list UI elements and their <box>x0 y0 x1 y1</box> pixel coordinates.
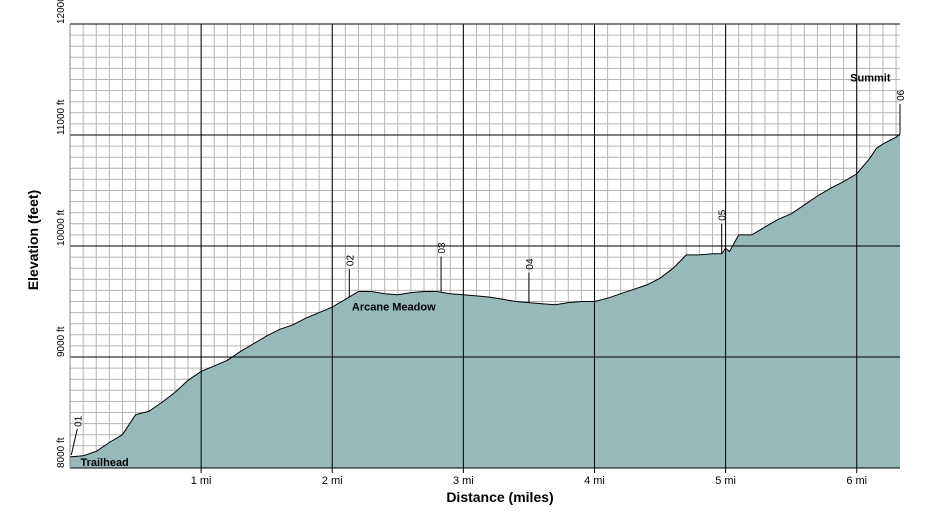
waypoint-label: 02 <box>345 254 356 266</box>
waypoint-label: 04 <box>525 258 536 270</box>
waypoint-leader <box>70 428 78 456</box>
waypoint-label: 05 <box>718 209 729 221</box>
place-label: Arcane Meadow <box>352 301 436 313</box>
waypoint-label: 06 <box>896 89 907 101</box>
y-axis-ticks: 8000 ft 9000 ft 10000 ft 11000 ft 12000 ft <box>56 0 67 468</box>
x-tick-label: 6 mi <box>846 475 867 487</box>
waypoint-markers: 01 02 03 04 05 06 <box>70 89 907 456</box>
x-axis-title: Distance (miles) <box>446 489 553 505</box>
waypoint-label: 01 <box>73 415 84 427</box>
y-tick-label: 9000 ft <box>56 326 67 357</box>
y-tick-label: 8000 ft <box>56 437 67 468</box>
y-tick-label: 10000 ft <box>56 210 67 246</box>
x-tick-label: 1 mi <box>191 475 212 487</box>
x-tick-label: 3 mi <box>453 475 474 487</box>
place-labels: Trailhead Arcane Meadow Summit <box>80 73 890 469</box>
elevation-line <box>69 133 901 458</box>
elevation-area <box>70 133 900 468</box>
major-gridlines <box>69 23 900 469</box>
place-label: Summit <box>850 73 891 85</box>
y-tick-label: 12000 ft <box>56 0 67 24</box>
x-tick-label: 4 mi <box>584 475 605 487</box>
x-tick-label: 2 mi <box>322 475 343 487</box>
x-axis-ticks: 1 mi 2 mi 3 mi 4 mi 5 mi 6 mi <box>191 468 867 487</box>
y-axis-title: Elevation (feet) <box>25 190 41 290</box>
x-tick-label: 5 mi <box>715 475 736 487</box>
place-label: Trailhead <box>80 457 128 469</box>
y-tick-label: 11000 ft <box>56 99 67 135</box>
waypoint-label: 03 <box>437 242 448 254</box>
